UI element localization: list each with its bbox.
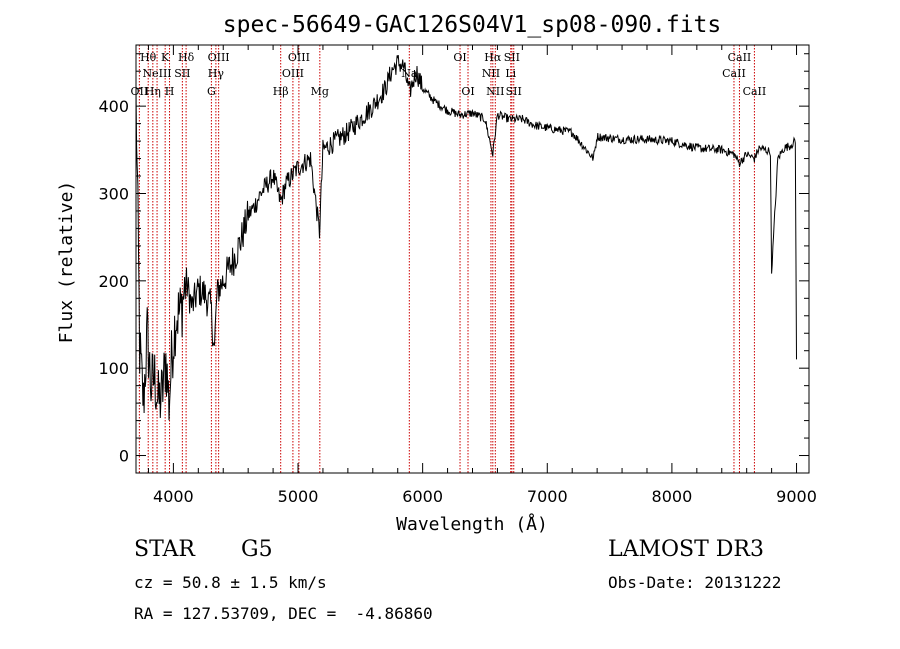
x-tick-label: 4000 xyxy=(153,487,194,506)
marker-label: SII xyxy=(504,51,520,64)
x-tick-label: 7000 xyxy=(527,487,568,506)
marker-label: OI xyxy=(461,85,474,98)
coordinates-readout: RA = 127.53709, DEC = -4.86860 xyxy=(134,604,433,623)
y-axis: 0 100 200 300 400 xyxy=(98,53,809,474)
x-tick-label: 9000 xyxy=(776,487,817,506)
object-subclass: G5 xyxy=(241,537,273,562)
y-tick-label: 300 xyxy=(98,184,129,203)
marker-label: Hη xyxy=(145,85,161,98)
y-tick-label: 0 xyxy=(119,447,129,466)
marker-label: Hγ xyxy=(208,67,225,80)
y-tick-label: 100 xyxy=(98,359,129,378)
marker-label: SII xyxy=(506,85,522,98)
obs-date: Obs-Date: 20131222 xyxy=(608,573,782,592)
marker-label: SII xyxy=(174,67,190,80)
emission-line-markers xyxy=(138,45,755,473)
marker-label: H xyxy=(165,85,175,98)
marker-label: NII xyxy=(486,85,504,98)
x-tick-label: 5000 xyxy=(278,487,319,506)
marker-label: Li xyxy=(505,67,516,80)
marker-label: CaII xyxy=(722,67,746,80)
marker-label: G xyxy=(207,85,216,98)
x-tick-label: 8000 xyxy=(652,487,693,506)
marker-label: OII xyxy=(131,85,149,98)
emission-line-labels: OIIHθHηNeIIIKHSIIHδGHγOIIIHβOIIIOIIIMgNa… xyxy=(131,51,767,98)
marker-label: OI xyxy=(453,51,466,64)
marker-label: OIII xyxy=(282,67,304,80)
marker-label: Hα xyxy=(484,51,502,64)
marker-label: OIII xyxy=(208,51,230,64)
marker-label: CaII xyxy=(728,51,752,64)
marker-label: Mg xyxy=(311,85,329,98)
marker-label: OIII xyxy=(288,51,310,64)
spectrum-line xyxy=(135,54,797,421)
object-class: STAR xyxy=(134,537,195,562)
marker-label: Hδ xyxy=(178,51,195,64)
plot-frame xyxy=(135,44,810,474)
x-tick-label: 6000 xyxy=(402,487,443,506)
x-axis: 4000 5000 6000 7000 8000 9000 xyxy=(147,45,817,506)
marker-label: CaII xyxy=(743,85,767,98)
marker-label: K xyxy=(161,51,170,64)
y-axis-label: Flux (relative) xyxy=(56,181,77,344)
y-tick-label: 200 xyxy=(98,272,129,291)
marker-label: Hθ xyxy=(140,51,157,64)
marker-label: NeIII xyxy=(142,67,171,80)
survey-name: LAMOST DR3 xyxy=(608,537,764,562)
x-axis-label: Wavelength (Å) xyxy=(396,513,548,535)
marker-label: NII xyxy=(482,67,500,80)
y-tick-label: 400 xyxy=(98,97,129,116)
spectrum-chart: spec-56649-GAC126S04V1_sp08-090.fits OII… xyxy=(56,12,817,535)
marker-label: Hβ xyxy=(273,85,289,98)
redshift-readout: cz = 50.8 ± 1.5 km/s xyxy=(134,573,327,592)
chart-title: spec-56649-GAC126S04V1_sp08-090.fits xyxy=(223,12,722,38)
